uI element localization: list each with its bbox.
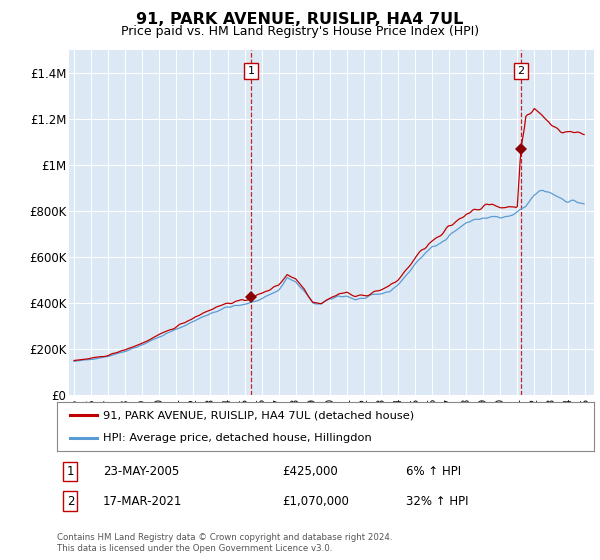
Text: HPI: Average price, detached house, Hillingdon: HPI: Average price, detached house, Hill… xyxy=(103,433,371,444)
Text: £1,070,000: £1,070,000 xyxy=(283,494,349,507)
Text: 32% ↑ HPI: 32% ↑ HPI xyxy=(406,494,469,507)
Text: £425,000: £425,000 xyxy=(283,465,338,478)
Text: 2: 2 xyxy=(517,66,524,76)
Text: 17-MAR-2021: 17-MAR-2021 xyxy=(103,494,182,507)
Text: 2: 2 xyxy=(67,494,74,507)
Text: Price paid vs. HM Land Registry's House Price Index (HPI): Price paid vs. HM Land Registry's House … xyxy=(121,25,479,38)
Text: 91, PARK AVENUE, RUISLIP, HA4 7UL (detached house): 91, PARK AVENUE, RUISLIP, HA4 7UL (detac… xyxy=(103,410,414,421)
Text: 1: 1 xyxy=(67,465,74,478)
Text: 1: 1 xyxy=(248,66,254,76)
Text: Contains HM Land Registry data © Crown copyright and database right 2024.
This d: Contains HM Land Registry data © Crown c… xyxy=(57,533,392,553)
Text: 6% ↑ HPI: 6% ↑ HPI xyxy=(406,465,461,478)
Text: 23-MAY-2005: 23-MAY-2005 xyxy=(103,465,179,478)
Text: 91, PARK AVENUE, RUISLIP, HA4 7UL: 91, PARK AVENUE, RUISLIP, HA4 7UL xyxy=(136,12,464,27)
